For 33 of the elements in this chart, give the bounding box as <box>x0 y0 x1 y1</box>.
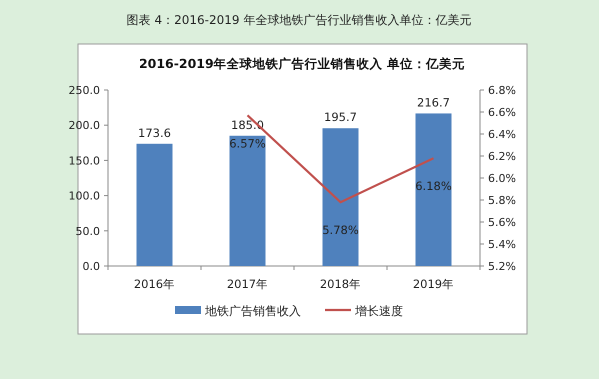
y2-tick-label: 6.6% <box>488 106 516 119</box>
y-tick-label: 150.0 <box>68 154 100 168</box>
data-label: 6.57% <box>229 136 266 150</box>
data-label: 6.18% <box>415 179 452 194</box>
y2-tick-label: 6.4% <box>488 128 516 141</box>
y-tick-label: 50.0 <box>76 224 100 238</box>
y2-tick-label: 5.4% <box>488 238 516 251</box>
bar <box>322 128 358 266</box>
x-tick-label: 2018年 <box>320 277 362 291</box>
y2-tick-label: 6.8% <box>488 84 516 97</box>
data-label: 195.7 <box>324 110 357 124</box>
x-tick-label: 2017年 <box>226 277 268 291</box>
y2-tick-label: 5.2% <box>488 260 516 273</box>
data-label: 173.6 <box>138 126 171 140</box>
legend-label: 增长速度 <box>354 304 403 318</box>
legend-label: 地铁广告销售收入 <box>204 304 301 318</box>
data-label: 216.7 <box>417 95 450 110</box>
bar <box>136 144 172 266</box>
y2-tick-label: 6.2% <box>488 150 516 163</box>
x-tick-label: 2016年 <box>134 277 176 291</box>
y-tick-label: 200.0 <box>68 119 100 132</box>
y-tick-label: 250.0 <box>68 84 100 97</box>
x-tick-label: 2019年 <box>412 277 454 291</box>
y-tick-label: 0.0 <box>82 260 100 273</box>
y-tick-label: 100.0 <box>68 190 100 203</box>
chart-title: 图表 4：2016-2019 年全球地铁广告行业销售收入单位：亿美元 <box>126 13 472 27</box>
bar <box>416 113 452 266</box>
y2-tick-label: 6.0% <box>488 172 516 185</box>
data-label: 5.78% <box>322 223 359 238</box>
y2-tick-label: 5.8% <box>488 194 516 207</box>
bar <box>230 136 266 266</box>
y2-tick-label: 5.6% <box>488 216 516 229</box>
chart-subtitle: 2016-2019年全球地铁广告行业销售收入 单位：亿美元 <box>138 56 466 71</box>
